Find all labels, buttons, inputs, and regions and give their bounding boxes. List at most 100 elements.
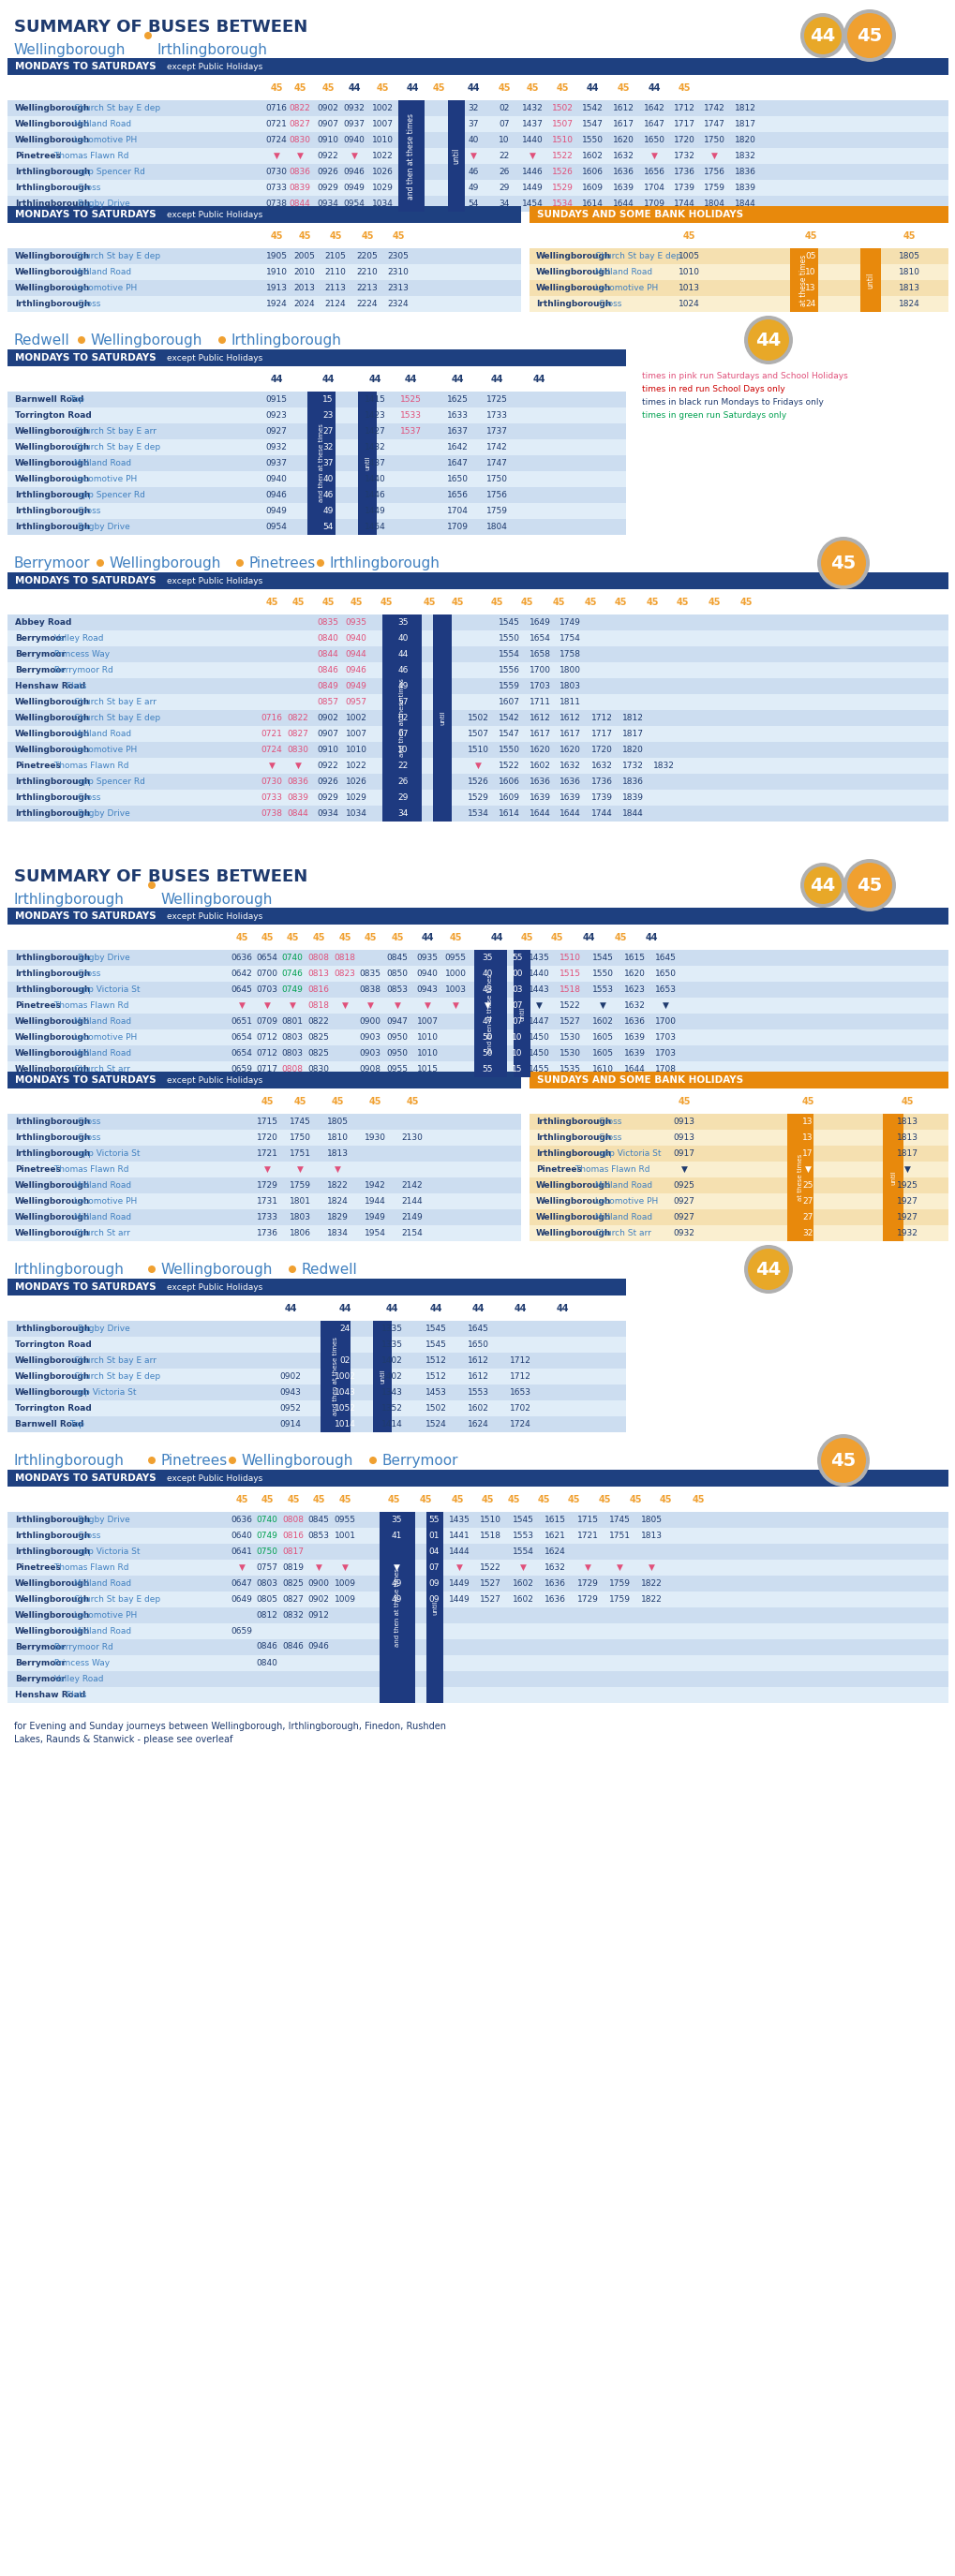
Text: 1002: 1002 <box>334 1373 355 1381</box>
Text: 0827: 0827 <box>287 729 308 737</box>
Text: 1927: 1927 <box>896 1198 917 1206</box>
Text: Wellingborough: Wellingborough <box>15 121 90 129</box>
Text: 32: 32 <box>323 443 333 451</box>
Text: 2144: 2144 <box>401 1198 422 1206</box>
Bar <box>8 616 947 631</box>
Text: 1449: 1449 <box>364 507 385 515</box>
Text: 40: 40 <box>481 969 492 976</box>
Text: 1639: 1639 <box>623 1033 645 1041</box>
Text: 1609: 1609 <box>581 183 603 191</box>
Text: 2110: 2110 <box>325 268 346 276</box>
Text: 1624: 1624 <box>543 1548 565 1556</box>
Text: 45: 45 <box>691 1494 704 1504</box>
Text: 40: 40 <box>468 137 478 144</box>
Text: 45: 45 <box>322 82 334 93</box>
Text: Wellingborough: Wellingborough <box>536 1180 611 1190</box>
Bar <box>8 518 626 536</box>
Text: 1512: 1512 <box>425 1355 446 1365</box>
Text: 1612: 1612 <box>559 714 580 721</box>
Text: 0641: 0641 <box>231 1548 252 1556</box>
Text: 32: 32 <box>468 103 478 111</box>
Text: 0642: 0642 <box>231 969 252 976</box>
Text: 1817: 1817 <box>621 729 643 737</box>
Text: 1518: 1518 <box>478 1530 500 1540</box>
Circle shape <box>148 1455 156 1463</box>
Text: and then at these times: and then at these times <box>318 425 324 502</box>
Text: Irthlingborough: Irthlingborough <box>15 167 90 175</box>
Bar <box>8 147 947 165</box>
Text: 07: 07 <box>428 1564 439 1571</box>
Text: 0721: 0721 <box>265 118 286 129</box>
Text: Pinetrees: Pinetrees <box>161 1453 227 1468</box>
Text: 2149: 2149 <box>401 1213 423 1221</box>
Text: 1029: 1029 <box>345 793 367 801</box>
Bar <box>8 487 626 502</box>
Text: 13: 13 <box>804 283 816 291</box>
Text: 1402: 1402 <box>381 1355 402 1365</box>
Text: Church St arr: Church St arr <box>72 1229 130 1236</box>
Text: 01: 01 <box>428 1530 439 1540</box>
Text: 1739: 1739 <box>672 183 694 191</box>
Text: 2005: 2005 <box>293 252 315 260</box>
Circle shape <box>846 13 891 59</box>
Text: 45: 45 <box>520 598 533 608</box>
Text: 1534: 1534 <box>467 809 488 817</box>
Text: 1636: 1636 <box>612 167 633 175</box>
Text: ▼: ▼ <box>393 1564 399 1571</box>
Text: 1518: 1518 <box>559 984 580 994</box>
Text: 1423: 1423 <box>364 410 385 420</box>
Text: 40: 40 <box>397 634 408 641</box>
Text: 0838: 0838 <box>359 984 381 994</box>
Text: Wellingborough: Wellingborough <box>15 1229 90 1236</box>
Bar <box>8 1162 520 1177</box>
Bar <box>8 1278 626 1296</box>
Text: 44: 44 <box>585 82 598 93</box>
Bar <box>882 1113 902 1242</box>
Text: Berrymoor Rd: Berrymoor Rd <box>52 1643 113 1651</box>
Text: Irthlingborough: Irthlingborough <box>15 507 90 515</box>
Text: 0932: 0932 <box>265 443 286 451</box>
Text: 2010: 2010 <box>293 268 315 276</box>
Text: 07: 07 <box>499 118 509 129</box>
Text: ▼: ▼ <box>294 760 301 770</box>
Text: 1750: 1750 <box>485 474 507 482</box>
Bar <box>8 471 626 487</box>
Bar <box>8 742 947 757</box>
Text: opp Victoria St: opp Victoria St <box>75 987 140 994</box>
Text: until: until <box>432 1600 437 1615</box>
Text: 1656: 1656 <box>643 167 665 175</box>
Text: 1602: 1602 <box>581 152 603 160</box>
Text: 1510: 1510 <box>559 953 580 961</box>
Text: 45: 45 <box>418 1494 432 1504</box>
Text: 45: 45 <box>270 82 283 93</box>
Bar <box>448 100 464 211</box>
Text: Bugby Drive: Bugby Drive <box>75 1324 131 1332</box>
Text: except Public Holidays: except Public Holidays <box>167 353 263 363</box>
Text: 2013: 2013 <box>293 283 315 291</box>
Text: 0712: 0712 <box>256 1048 278 1056</box>
Text: 35: 35 <box>481 953 492 961</box>
Text: 0949: 0949 <box>345 683 367 690</box>
Text: 0913: 0913 <box>672 1118 694 1126</box>
Text: 55: 55 <box>481 1064 492 1074</box>
Text: 49: 49 <box>391 1595 401 1602</box>
Text: 1446: 1446 <box>364 489 385 500</box>
Bar <box>8 907 947 925</box>
Text: 1800: 1800 <box>559 665 580 675</box>
Text: 02: 02 <box>397 714 408 721</box>
Text: 35: 35 <box>391 1515 401 1522</box>
Text: 45: 45 <box>616 82 629 93</box>
Bar <box>372 1321 392 1432</box>
Text: ▼: ▼ <box>393 1002 400 1010</box>
Text: 0850: 0850 <box>386 969 408 976</box>
Text: 0839: 0839 <box>286 793 308 801</box>
Text: 1602: 1602 <box>591 1018 613 1025</box>
Text: Cross: Cross <box>75 1133 101 1141</box>
Text: 1639: 1639 <box>612 183 633 191</box>
Text: 45: 45 <box>293 1097 306 1105</box>
Text: 0709: 0709 <box>256 1018 278 1025</box>
Text: 45: 45 <box>235 933 248 943</box>
Text: 1444: 1444 <box>448 1548 469 1556</box>
Text: Church St bay E arr: Church St bay E arr <box>72 698 157 706</box>
Bar <box>529 1131 947 1146</box>
